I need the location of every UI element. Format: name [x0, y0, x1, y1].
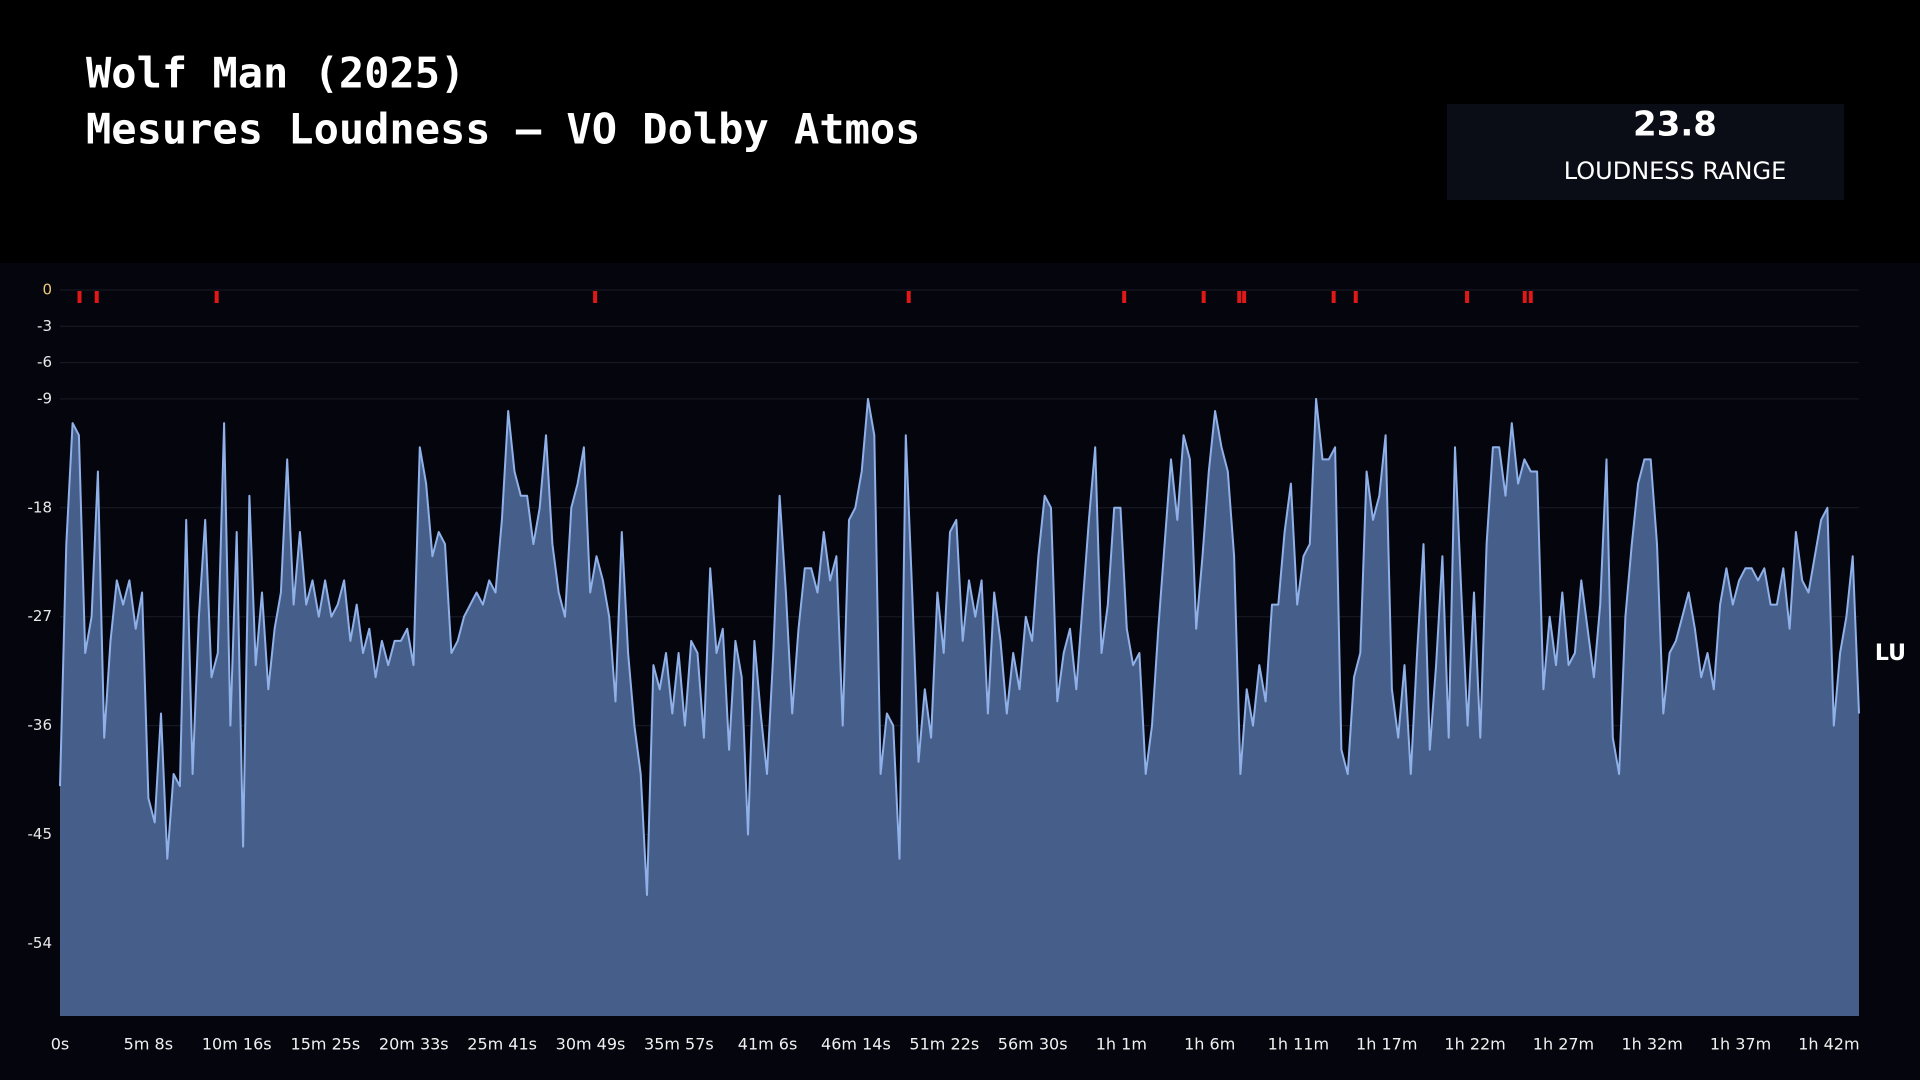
- peak-marker: [1242, 291, 1247, 303]
- x-tick-label: 1h 17m: [1356, 1035, 1417, 1054]
- x-tick-label: 35m 57s: [644, 1035, 714, 1054]
- y-tick-label: -9: [37, 389, 52, 407]
- x-tick-label: 25m 41s: [467, 1035, 537, 1054]
- kpi-card: [1447, 104, 1844, 200]
- peak-marker: [906, 291, 911, 303]
- peak-marker: [77, 291, 82, 303]
- x-tick-label: 56m 30s: [998, 1035, 1068, 1054]
- y-tick-label: -27: [28, 607, 53, 625]
- x-tick-label: 1h 11m: [1268, 1035, 1329, 1054]
- plot: 0 -3 -6 -9 -18 -27 -36 -45 -54 0s 5m 8s 10m 16s 15m …: [28, 281, 1860, 1054]
- title-line: Mesures Loudness – VO Dolby Atmos: [86, 105, 920, 154]
- peak-marker: [1201, 291, 1206, 303]
- area-fill: [60, 398, 1859, 1016]
- x-tick-label: 1h 6m: [1184, 1035, 1235, 1054]
- peak-marker: [1331, 291, 1336, 303]
- y-tick-label: -45: [28, 825, 53, 843]
- x-tick-label: 1h 22m: [1444, 1035, 1505, 1054]
- peak-marker: [94, 291, 99, 303]
- x-tick-label: 41m 6s: [738, 1035, 798, 1054]
- peak-marker: [1528, 291, 1533, 303]
- x-tick-label: 5m 8s: [124, 1035, 173, 1054]
- x-tick-label: 30m 49s: [556, 1035, 626, 1054]
- y-tick-label: -3: [37, 317, 52, 335]
- title-line: Wolf Man (2025): [86, 49, 465, 98]
- kpi-label: LOUDNESS RANGE: [1564, 157, 1787, 185]
- peak-marker: [1522, 291, 1527, 303]
- peak-marker: [1122, 291, 1127, 303]
- peak-marker: [593, 291, 598, 303]
- peak-marker: [1353, 291, 1358, 303]
- x-tick-label: 46m 14s: [821, 1035, 891, 1054]
- x-tick-label: 10m 16s: [202, 1035, 272, 1054]
- y-tick-label: 0: [42, 281, 52, 299]
- x-tick-label: 15m 25s: [291, 1035, 361, 1054]
- y-tick-label: -54: [28, 934, 53, 952]
- peak-marker: [214, 291, 219, 303]
- x-tick-label: 1h 37m: [1710, 1035, 1771, 1054]
- x-tick-label: 0s: [51, 1035, 70, 1054]
- x-tick-label: 51m 22s: [909, 1035, 979, 1054]
- y-tick-label: -6: [37, 353, 52, 371]
- area-line: [59, 397, 1860, 896]
- y-axis-label: LU: [1875, 641, 1906, 666]
- x-tick-label: 1h 42m: [1798, 1035, 1859, 1054]
- x-tick-label: 1h 1m: [1096, 1035, 1147, 1054]
- kpi-value: 23.8: [1633, 105, 1717, 145]
- y-tick-label: -36: [28, 716, 53, 734]
- x-tick-label: 1h 27m: [1533, 1035, 1594, 1054]
- peak-marker: [1465, 291, 1470, 303]
- x-tick-label: 1h 32m: [1621, 1035, 1682, 1054]
- x-tick-label: 20m 33s: [379, 1035, 449, 1054]
- y-tick-label: -18: [28, 498, 53, 516]
- peak-marker: [1237, 291, 1242, 303]
